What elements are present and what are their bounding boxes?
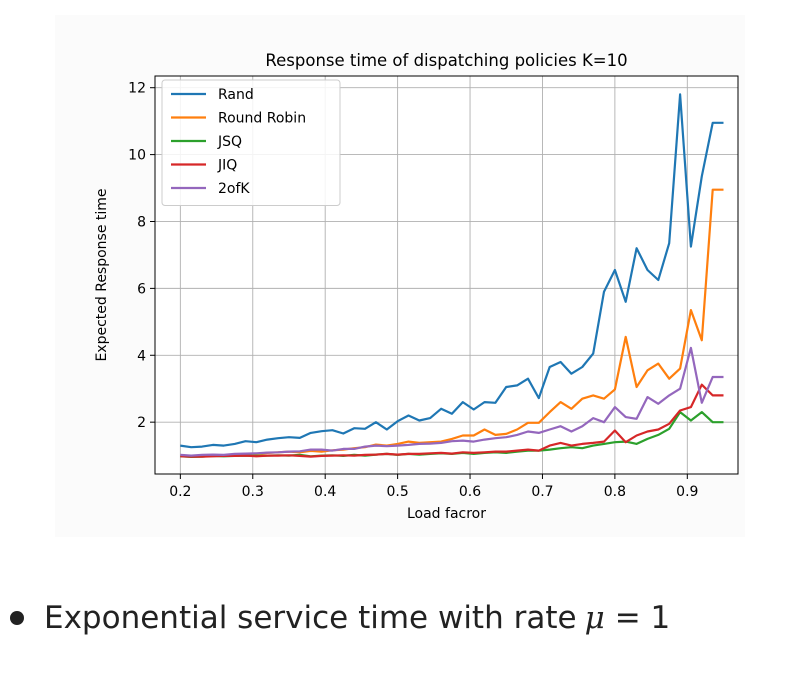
bullet-math-symbol: μ — [584, 600, 605, 636]
legend-label-jsq: JSQ — [217, 134, 242, 150]
y-tick-label-0: 2 — [137, 415, 146, 431]
y-tick-label-2: 6 — [137, 281, 146, 297]
legend-label-2ofk: 2ofK — [218, 181, 250, 197]
x-tick-label-5: 0.7 — [531, 484, 553, 500]
legend-label-round-robin: Round Robin — [218, 111, 306, 127]
y-axis-label: Expected Response time — [94, 188, 110, 361]
x-tick-label-3: 0.5 — [386, 484, 408, 500]
bullet-text: Exponential service time with rate — [44, 600, 577, 636]
legend-box — [161, 79, 341, 206]
legend-label-jiq: JIQ — [217, 158, 237, 174]
x-tick-label-0: 0.2 — [169, 484, 191, 500]
axes-frame — [154, 75, 739, 475]
y-tick-label-5: 12 — [128, 81, 146, 97]
legend-label-rand: Rand — [218, 87, 254, 103]
x-tick-label-7: 0.9 — [676, 484, 698, 500]
line-chart: 0.2 0.3 0.4 0.5 0.6 0.7 0.8 0.9 2 4 6 8 10 12 Response… — [94, 51, 739, 522]
x-tick-label-1: 0.3 — [242, 484, 264, 500]
x-tick-label-6: 0.8 — [604, 484, 626, 500]
y-tick-label-1: 4 — [137, 348, 146, 364]
bullet-equation: = 1 — [614, 600, 671, 636]
bullet-item: Exponential service time with rate μ = 1 — [10, 600, 670, 636]
x-axis-label: Load facror — [407, 506, 486, 522]
chart-title: Response time of dispatching policies K=… — [265, 51, 627, 70]
series-line-rand — [180, 93, 724, 449]
bullet-dot-icon — [10, 611, 24, 625]
y-tick-label-4: 10 — [128, 148, 146, 164]
y-tick-label-3: 8 — [137, 214, 146, 230]
legend: Rand Round Robin JSQ JIQ 2ofK — [161, 79, 341, 206]
series-line-jiq — [180, 383, 724, 458]
figure-panel: 0.2 0.3 0.4 0.5 0.6 0.7 0.8 0.9 2 4 6 8 10 12 Response… — [55, 15, 745, 537]
series-line-2ofk — [180, 346, 724, 457]
x-tick-label-4: 0.6 — [459, 484, 481, 500]
x-tick-label-2: 0.4 — [314, 484, 336, 500]
